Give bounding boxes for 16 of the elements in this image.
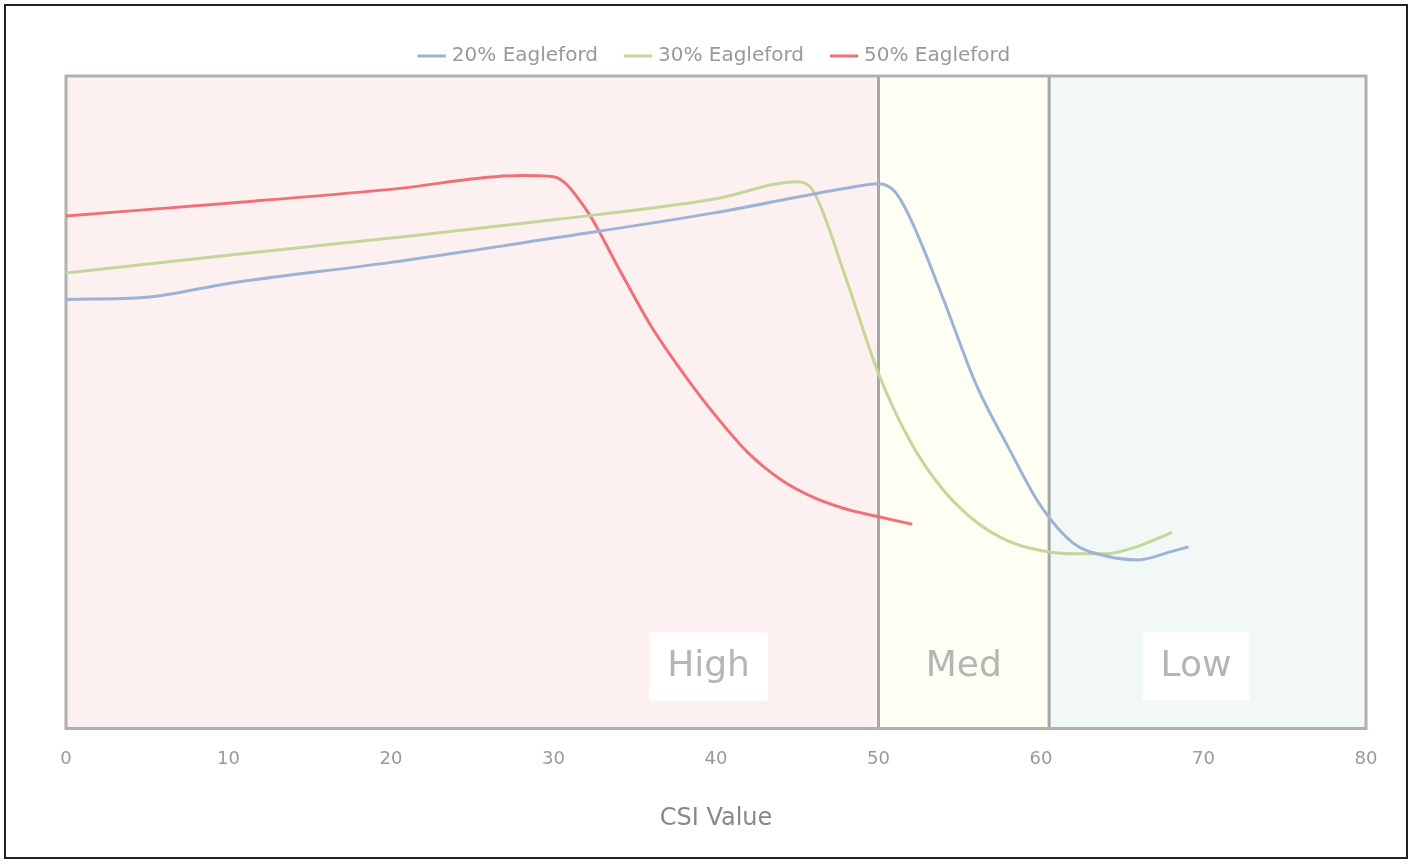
x-tick-label: 40 bbox=[704, 747, 728, 769]
x-tick-label: 50 bbox=[867, 747, 890, 769]
legend-label: 20% Eagleford bbox=[451, 42, 598, 67]
x-tick-label: 60 bbox=[1029, 747, 1053, 769]
x-tick-label: 10 bbox=[217, 747, 240, 769]
x-axis-title: CSI Value bbox=[659, 802, 773, 831]
x-tick-label: 20 bbox=[379, 747, 403, 769]
band-label: High bbox=[667, 642, 750, 684]
band-label: Med bbox=[925, 642, 1002, 684]
x-tick-label: 70 bbox=[1192, 747, 1215, 769]
legend-label: 30% Eagleford bbox=[657, 42, 805, 67]
band-label: Low bbox=[1160, 642, 1232, 684]
x-tick-label: 0 bbox=[60, 747, 72, 769]
legend-label: 50% Eagleford bbox=[864, 42, 1011, 67]
x-tick-label: 30 bbox=[542, 747, 565, 769]
x-tick-label: 80 bbox=[1354, 747, 1378, 769]
